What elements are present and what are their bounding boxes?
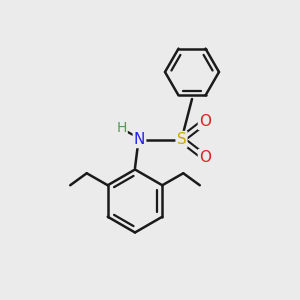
Text: O: O	[199, 114, 211, 129]
Text: S: S	[177, 132, 186, 147]
Text: O: O	[199, 150, 211, 165]
Text: N: N	[134, 132, 145, 147]
Text: H: H	[116, 122, 127, 135]
